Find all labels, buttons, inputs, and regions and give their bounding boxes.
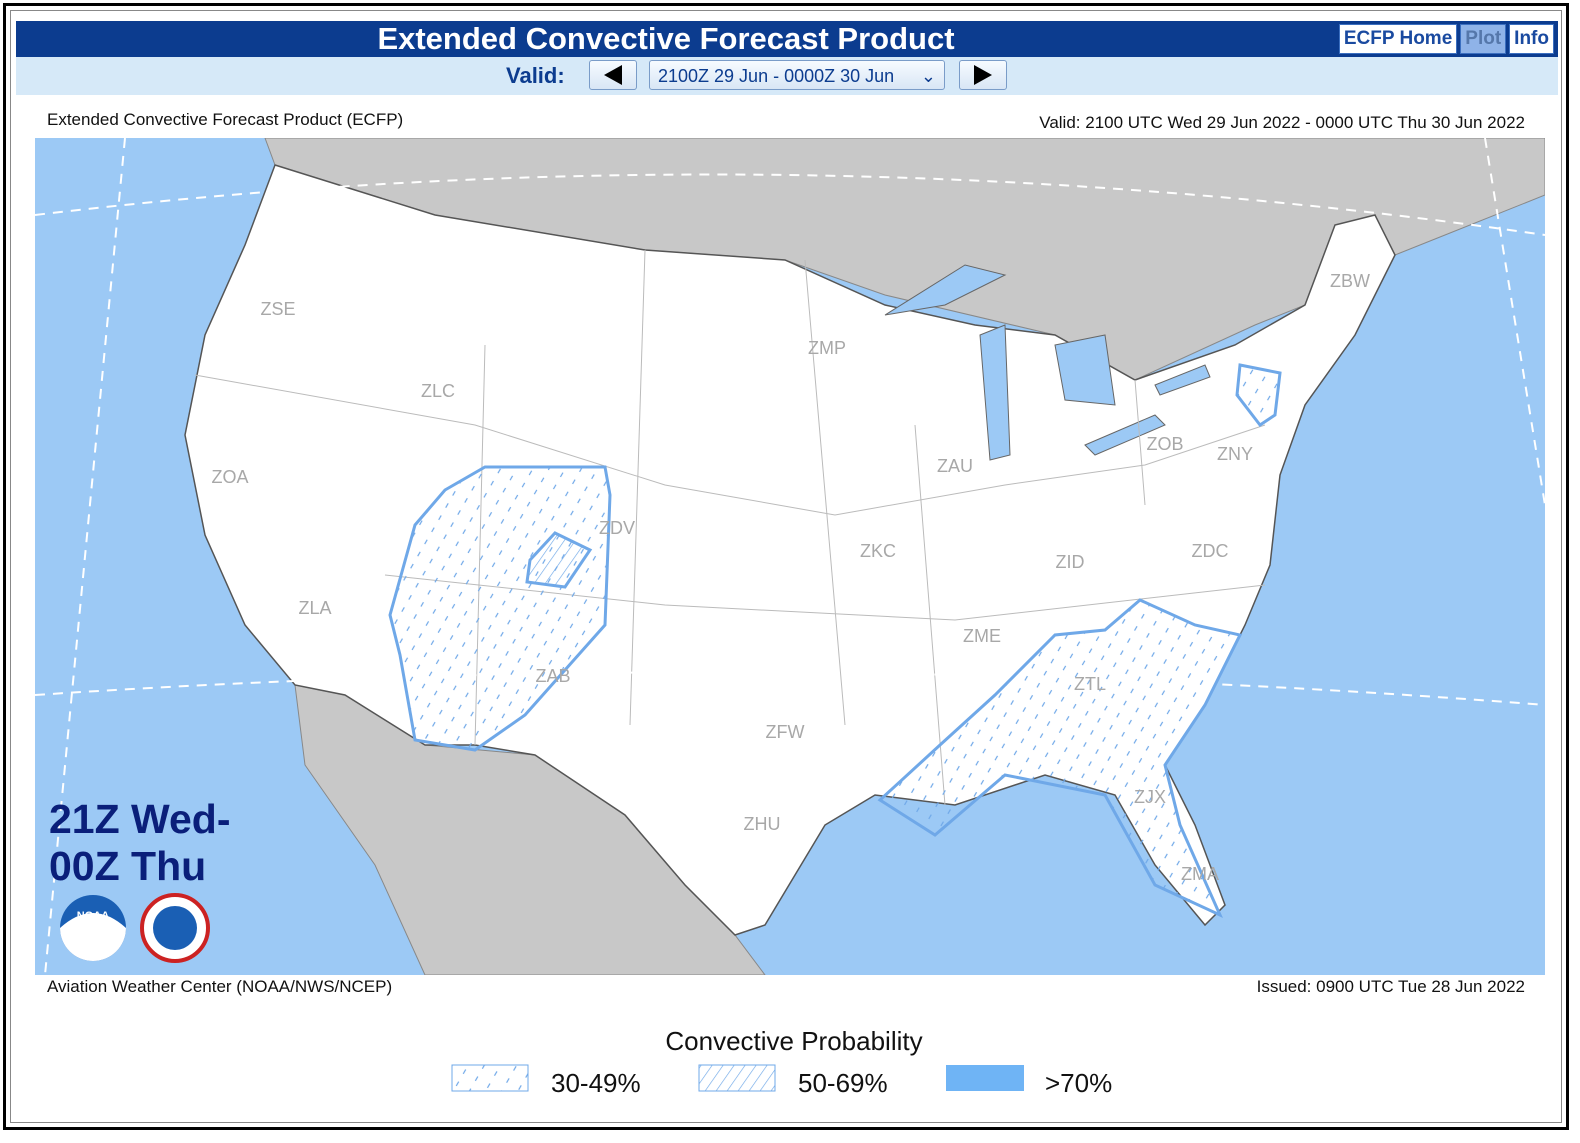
period-line-1: 21Z Wed- — [49, 796, 231, 842]
valid-label: Valid: — [506, 63, 565, 88]
nav-buttons: ECFP Home Plot Info — [1338, 24, 1554, 54]
center-label: ZMA — [1181, 864, 1219, 884]
period-line-2: 00Z Thu — [49, 843, 206, 889]
center-label: ZDC — [1192, 541, 1229, 561]
center-label: ZNY — [1217, 444, 1253, 464]
legend-item: 50-69% — [798, 1068, 888, 1098]
swatch-30-49 — [451, 1064, 529, 1092]
info-button[interactable]: Info — [1509, 24, 1554, 54]
swatch-70 — [946, 1065, 1024, 1091]
center-label: ZME — [963, 626, 1001, 646]
next-icon — [974, 65, 992, 85]
center-label: ZAU — [937, 456, 973, 476]
center-label: ZBW — [1330, 271, 1370, 291]
legend-item: 30-49% — [551, 1068, 641, 1098]
center-label: ZLA — [298, 598, 331, 618]
center-labels: ZSE ZLC ZOA ZLA ZDV ZAB ZMP ZKC ZFW ZHU ZAU ZID ZME Z… — [211, 271, 1370, 884]
period-text: 2100Z 29 Jun - 0000Z 30 Jun — [658, 66, 895, 86]
map-product-label: Extended Convective Forecast Product (EC… — [47, 110, 404, 129]
prev-button[interactable] — [589, 60, 637, 90]
center-label: ZKC — [860, 541, 896, 561]
map: ZSE ZLC ZOA ZLA ZDV ZAB ZMP ZKC ZFW ZHU ZAU ZID ZME Z… — [35, 138, 1545, 975]
title-bar: Extended Convective Forecast Product ECF… — [16, 21, 1558, 57]
legend-title: Convective Probability — [665, 1026, 923, 1056]
area-30-49 — [877, 598, 1243, 919]
legend-item: >70% — [1045, 1068, 1113, 1098]
great-lakes — [884, 264, 1211, 461]
page-inner: Extended Convective Forecast Product ECF… — [10, 10, 1562, 1123]
center-label: ZHU — [744, 814, 781, 834]
prev-icon — [604, 65, 622, 85]
center-label: ZOB — [1146, 434, 1183, 454]
next-button[interactable] — [959, 60, 1007, 90]
center-label: ZSE — [260, 299, 295, 319]
center-label: ZDV — [599, 518, 635, 538]
page-title: Extended Convective Forecast Product — [377, 21, 955, 56]
noaa-logo: NOAA — [60, 895, 126, 961]
center-label: ZID — [1056, 552, 1085, 572]
center-label: ZFW — [766, 722, 805, 742]
center-label: ZMP — [808, 338, 846, 358]
center-label: ZJX — [1134, 787, 1166, 807]
plot-button[interactable]: Plot — [1460, 24, 1507, 54]
center-label: ZAB — [535, 666, 570, 686]
nws-logo — [140, 893, 210, 963]
period-select[interactable]: 2100Z 29 Jun - 0000Z 30 Jun ⌄ — [649, 60, 945, 90]
legend-swatches — [451, 1064, 1024, 1092]
home-button[interactable]: ECFP Home — [1338, 24, 1458, 54]
center-label: ZTL — [1074, 674, 1106, 694]
issued-label: Issued: 0900 UTC Tue 28 Jun 2022 — [1256, 977, 1525, 996]
dropdown-icon: ⌄ — [920, 66, 936, 86]
noaa-text: NOAA — [77, 910, 109, 922]
center-label: ZLC — [421, 381, 455, 401]
center-label: ZOA — [211, 467, 248, 487]
area-50-69 — [525, 531, 593, 589]
graticule — [35, 138, 1545, 975]
map-valid-label: Valid: 2100 UTC Wed 29 Jun 2022 - 0000 U… — [1039, 113, 1525, 132]
source-label: Aviation Weather Center (NOAA/NWS/NCEP) — [47, 977, 393, 996]
valid-bar: Valid: 2100Z 29 Jun - 0000Z 30 Jun ⌄ — [16, 57, 1558, 95]
page-frame: Extended Convective Forecast Product ECF… — [3, 3, 1569, 1130]
swatch-50-69 — [698, 1064, 776, 1092]
area-30-49 — [1235, 363, 1282, 428]
